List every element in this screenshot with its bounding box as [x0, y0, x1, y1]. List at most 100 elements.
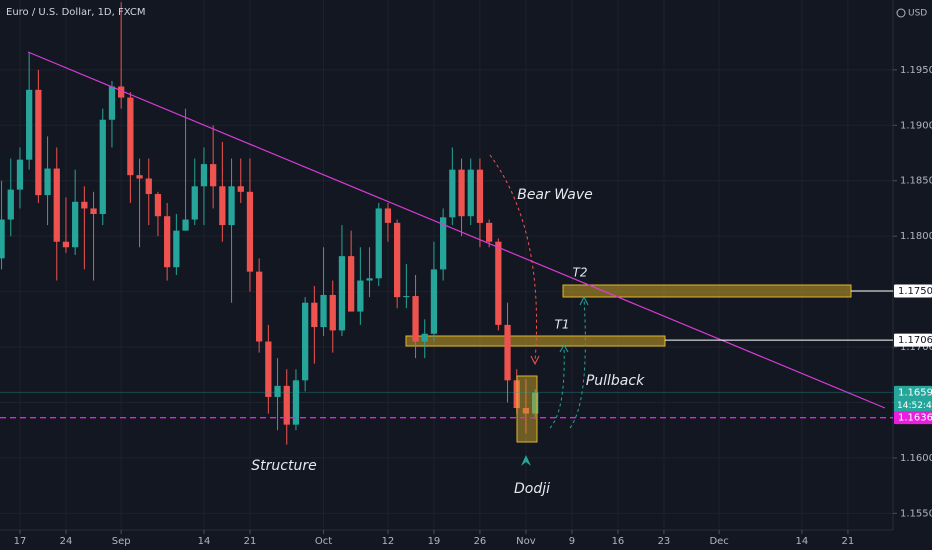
- y-tick-label: 1.19500: [900, 65, 932, 76]
- candle-body: [0, 219, 5, 259]
- price-label: 1.17505: [898, 286, 932, 297]
- candle-body: [394, 222, 401, 298]
- candle-body: [90, 208, 97, 214]
- candle-body: [7, 189, 14, 220]
- candle-body: [99, 119, 106, 214]
- trend-line: [27, 51, 886, 409]
- x-tick-label: 21: [842, 536, 855, 547]
- candle-body: [274, 385, 281, 397]
- candle-body: [320, 294, 327, 328]
- pullback-arrow-t1-head: [559, 343, 569, 353]
- candle-body: [200, 164, 208, 187]
- candle-body: [384, 208, 392, 223]
- candle-body: [210, 164, 217, 187]
- currency-icon: [896, 8, 906, 18]
- candle-body: [504, 324, 511, 381]
- candle-body: [127, 97, 134, 176]
- x-tick-label: 24: [60, 536, 73, 547]
- annotation: Bear Wave: [517, 187, 593, 203]
- candle-body: [440, 217, 447, 270]
- candle-body: [430, 269, 438, 334]
- candle-body: [219, 186, 226, 226]
- candle-body: [311, 302, 318, 328]
- x-tick-label: 21: [244, 536, 257, 547]
- y-tick-label: 1.16000: [900, 453, 932, 464]
- pullback-arrow-t2: [569, 297, 586, 429]
- annotation: Dodji: [514, 481, 550, 497]
- bear-arrow-head: [530, 355, 540, 366]
- x-tick-label: 9: [569, 536, 575, 547]
- candle-body: [118, 86, 125, 98]
- candle-body: [476, 169, 484, 223]
- candle-body: [173, 230, 180, 268]
- annotation: Pullback: [586, 373, 645, 389]
- candle-body: [182, 219, 189, 231]
- x-tick-label: 14: [796, 536, 809, 547]
- x-tick-label: 17: [14, 536, 27, 547]
- candle-body: [16, 159, 24, 190]
- candle-body: [35, 89, 42, 196]
- candle-body: [237, 186, 244, 192]
- x-tick-label: Dec: [709, 536, 728, 547]
- annotation: T1: [555, 318, 570, 332]
- candle-body: [329, 294, 336, 331]
- candle-body: [412, 296, 419, 342]
- candle-body: [302, 302, 309, 381]
- x-tick-label: 12: [382, 536, 395, 547]
- candle-body: [338, 256, 346, 331]
- candle-body: [375, 208, 382, 279]
- annotation: T2: [573, 266, 588, 280]
- x-tick-label: Sep: [112, 536, 131, 547]
- candle-body: [44, 168, 51, 196]
- x-tick-label: 26: [474, 536, 487, 547]
- candle-body: [283, 385, 290, 425]
- doji-marker: [521, 455, 531, 466]
- price-label-bg: [894, 284, 932, 298]
- doji-box: [516, 375, 538, 443]
- candle-body: [403, 296, 410, 298]
- candle-body: [136, 175, 143, 179]
- candle-body: [164, 216, 171, 268]
- x-tick-label: 14: [198, 536, 211, 547]
- candle-body: [486, 222, 493, 242]
- zone-t2: [562, 284, 852, 298]
- candle-body: [366, 278, 373, 281]
- x-tick-label: 23: [658, 536, 671, 547]
- price-label: 1.17062: [898, 335, 932, 346]
- x-tick-label: 19: [428, 536, 441, 547]
- candle-body: [292, 380, 300, 425]
- overlays: Bear Wave T2 T1 Pullback Structure Dodji: [27, 51, 886, 497]
- price-label-bg: [894, 385, 932, 412]
- candle-body: [228, 186, 235, 226]
- countdown: 14:52:47: [897, 401, 932, 411]
- candle-body: [145, 178, 152, 195]
- zone-t1: [405, 335, 666, 347]
- candle-body: [265, 341, 272, 397]
- pullback-arrow-t1: [549, 345, 565, 429]
- candle-body: [26, 89, 33, 160]
- candle-body: [449, 169, 456, 218]
- x-tick-label: Oct: [315, 536, 332, 547]
- candle-body: [357, 280, 364, 312]
- candle-body: [72, 201, 79, 248]
- price-label-bg: [894, 411, 932, 425]
- y-tick-label: 1.17000: [900, 342, 932, 353]
- candle-body: [191, 186, 198, 220]
- chart-title: Euro / U.S. Dollar, 1D, FXCM: [6, 7, 145, 18]
- x-tick-label: 16: [612, 536, 625, 547]
- candle-body: [421, 333, 428, 342]
- x-tick-label: Nov: [516, 536, 536, 547]
- y-tick-label: 1.15500: [900, 508, 932, 519]
- candle-body: [348, 256, 355, 312]
- candle-body: [62, 241, 70, 248]
- candle-body: [458, 169, 465, 217]
- candle-body: [256, 271, 263, 342]
- y-tick-label: 1.18500: [900, 176, 932, 187]
- candles: [0, 2, 539, 445]
- candle-body: [53, 168, 60, 242]
- price-label-bg: [894, 333, 932, 347]
